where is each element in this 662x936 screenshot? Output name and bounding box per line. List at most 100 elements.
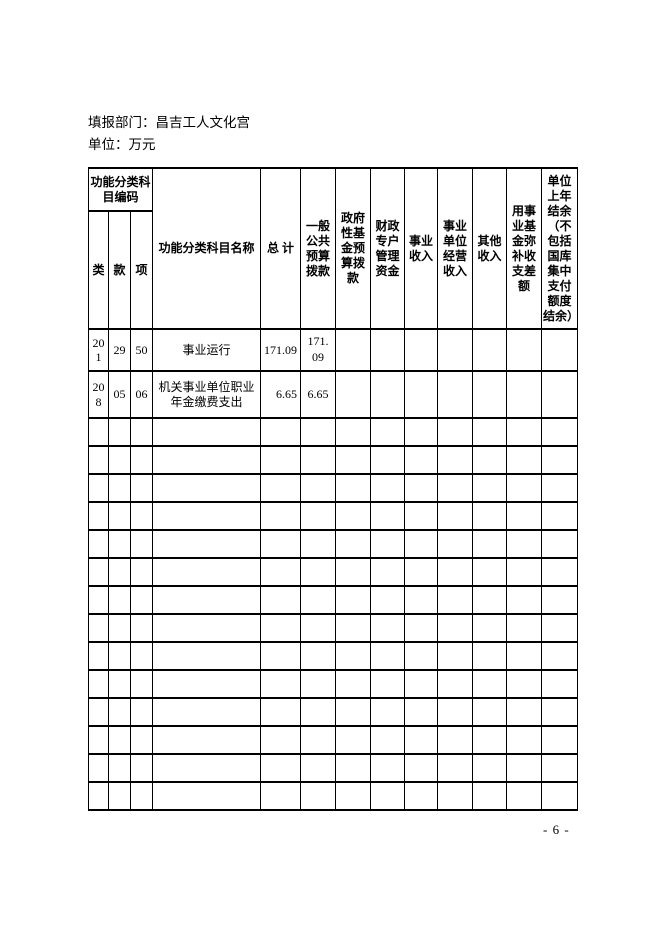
cell-fiscal-account bbox=[370, 697, 406, 727]
cell-business-income bbox=[404, 613, 439, 643]
cell-xiang bbox=[129, 613, 154, 643]
cell-total bbox=[260, 669, 302, 699]
header-lei: 类 bbox=[88, 210, 109, 330]
header-row-code: 类 款 项 bbox=[88, 210, 578, 330]
cell-kuan: 29 bbox=[108, 328, 131, 372]
cell-gov-fund bbox=[335, 328, 372, 372]
cell-lei bbox=[88, 501, 109, 531]
cell-prev-balance bbox=[541, 641, 579, 671]
cell-general-budget bbox=[300, 669, 337, 699]
cell-fiscal-account bbox=[370, 753, 406, 783]
cell-prev-balance bbox=[541, 370, 579, 419]
cell-fund-subsidy bbox=[506, 613, 543, 643]
cell-business-income bbox=[404, 669, 439, 699]
cell-xiang: 06 bbox=[129, 370, 154, 419]
cell-fund-subsidy bbox=[506, 753, 543, 783]
cell-xiang bbox=[129, 473, 154, 503]
header-fund-subsidy: 用事业基金弥补收支差额 bbox=[506, 167, 543, 330]
cell-prev-balance bbox=[541, 529, 579, 559]
cell-lei bbox=[88, 417, 109, 447]
cell-other-income bbox=[472, 781, 508, 811]
cell-other-income bbox=[472, 613, 508, 643]
empty-row bbox=[88, 641, 579, 671]
cell-name bbox=[152, 669, 262, 699]
cell-name bbox=[152, 753, 262, 783]
cell-fund-subsidy bbox=[506, 585, 543, 615]
cell-gov-fund bbox=[335, 557, 372, 587]
cell-gov-fund bbox=[335, 501, 372, 531]
cell-other-income bbox=[472, 473, 508, 503]
cell-xiang bbox=[129, 585, 154, 615]
cell-lei bbox=[88, 445, 109, 475]
cell-total bbox=[260, 781, 302, 811]
cell-kuan bbox=[108, 557, 131, 587]
cell-general-budget bbox=[300, 697, 337, 727]
cell-business-income bbox=[404, 417, 439, 447]
cell-name bbox=[152, 585, 262, 615]
empty-row bbox=[88, 445, 579, 475]
cell-operating-income bbox=[437, 328, 474, 372]
cell-gov-fund bbox=[335, 781, 372, 811]
cell-gov-fund bbox=[335, 473, 372, 503]
page-number: - 6 - bbox=[543, 822, 570, 837]
cell-prev-balance bbox=[541, 501, 579, 531]
cell-operating-income bbox=[437, 585, 474, 615]
empty-row bbox=[88, 725, 579, 755]
empty-row bbox=[88, 417, 579, 447]
cell-operating-income bbox=[437, 725, 474, 755]
cell-name bbox=[152, 697, 262, 727]
cell-kuan bbox=[108, 753, 131, 783]
cell-other-income bbox=[472, 697, 508, 727]
cell-name bbox=[152, 557, 262, 587]
cell-prev-balance bbox=[541, 725, 579, 755]
cell-name bbox=[152, 781, 262, 811]
cell-gov-fund bbox=[335, 641, 372, 671]
cell-business-income bbox=[404, 585, 439, 615]
cell-fiscal-account bbox=[370, 473, 406, 503]
cell-operating-income bbox=[437, 445, 474, 475]
cell-fiscal-account bbox=[370, 781, 406, 811]
cell-lei: 201 bbox=[88, 328, 109, 372]
cell-business-income bbox=[404, 328, 439, 372]
cell-lei bbox=[88, 697, 109, 727]
cell-other-income bbox=[472, 585, 508, 615]
cell-kuan bbox=[108, 697, 131, 727]
cell-total: 171.09 bbox=[260, 328, 302, 372]
cell-operating-income bbox=[437, 557, 474, 587]
cell-lei bbox=[88, 641, 109, 671]
cell-general-budget bbox=[300, 501, 337, 531]
cell-xiang bbox=[129, 781, 154, 811]
cell-fund-subsidy bbox=[506, 669, 543, 699]
header-row-top: 功能分类科目编码 功能分类科目名称 总 计 一般公共预算拨款 政府性基金预算拨款… bbox=[87, 167, 579, 330]
cell-name bbox=[152, 613, 262, 643]
cell-other-income bbox=[472, 370, 508, 419]
cell-prev-balance bbox=[541, 613, 579, 643]
cell-general-budget bbox=[300, 781, 337, 811]
cell-fiscal-account bbox=[370, 585, 406, 615]
header-gov-fund: 政府性基金预算拨款 bbox=[335, 167, 372, 330]
cell-general-budget: 6.65 bbox=[300, 370, 337, 419]
cell-general-budget bbox=[300, 725, 337, 755]
cell-xiang bbox=[129, 697, 154, 727]
header-operating-income: 事业单位经营收入 bbox=[437, 167, 474, 330]
cell-gov-fund bbox=[335, 370, 372, 419]
cell-gov-fund bbox=[335, 445, 372, 475]
cell-lei bbox=[88, 557, 109, 587]
cell-kuan bbox=[108, 641, 131, 671]
department-line: 填报部门：昌吉工人文化宫 bbox=[88, 115, 250, 130]
cell-total bbox=[260, 697, 302, 727]
cell-lei bbox=[88, 669, 109, 699]
cell-kuan bbox=[108, 473, 131, 503]
cell-gov-fund bbox=[335, 529, 372, 559]
cell-operating-income bbox=[437, 669, 474, 699]
cell-fiscal-account bbox=[370, 417, 406, 447]
cell-lei bbox=[88, 725, 109, 755]
cell-business-income bbox=[404, 370, 439, 419]
cell-name: 事业运行 bbox=[152, 328, 262, 372]
cell-business-income bbox=[404, 445, 439, 475]
empty-row bbox=[88, 753, 579, 783]
cell-total bbox=[260, 473, 302, 503]
cell-xiang bbox=[129, 529, 154, 559]
table-row: 201 29 50 事业运行 171.09 171.09 bbox=[88, 328, 579, 372]
cell-kuan bbox=[108, 529, 131, 559]
